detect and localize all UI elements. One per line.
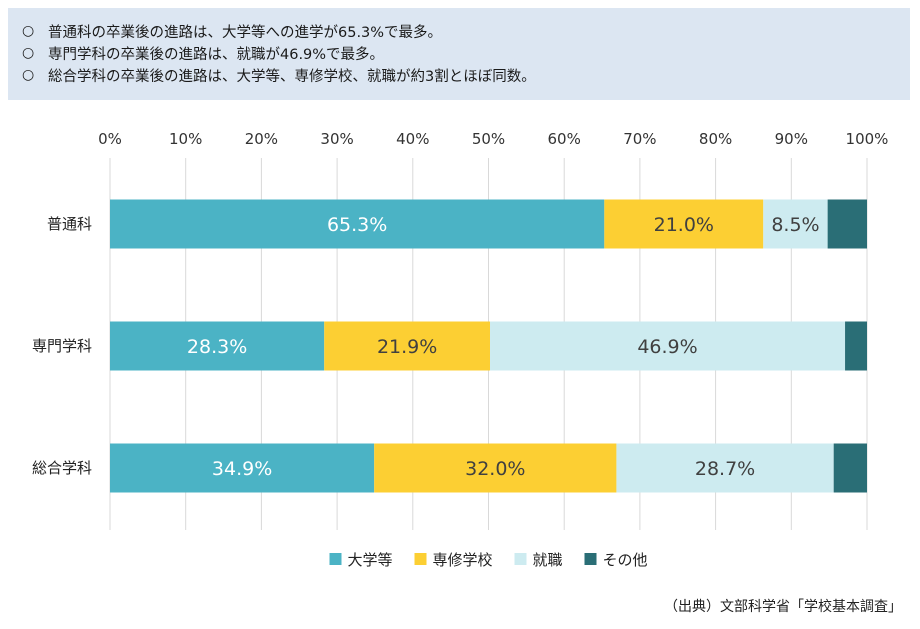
- data-label: 46.9%: [637, 336, 697, 358]
- data-label: 21.0%: [654, 214, 714, 236]
- bullet-circle-icon: ○: [22, 67, 35, 83]
- category-label: 総合学科: [32, 459, 92, 477]
- bar-segment: [827, 199, 867, 249]
- data-label: 28.3%: [187, 336, 247, 358]
- bar-segment: [845, 321, 867, 371]
- x-tick-label: 0%: [98, 130, 122, 148]
- legend-label: その他: [603, 551, 648, 569]
- summary-text: 普通科の卒業後の進路は、大学等への進学が65.3%で最多。: [48, 24, 443, 41]
- data-label: 21.9%: [377, 336, 437, 358]
- bar-segment: [110, 321, 325, 371]
- legend-label: 大学等: [348, 551, 393, 569]
- legend-label: 就職: [533, 551, 563, 569]
- summary-line: ○ 専門学科の卒業後の進路は、就職が46.9%で最多。: [22, 42, 910, 64]
- x-tick-label: 20%: [245, 130, 278, 148]
- bar-segment: [374, 443, 617, 493]
- x-tick-label: 10%: [169, 130, 202, 148]
- source-note: （出典）文部科学省「学校基本調査」: [664, 599, 902, 615]
- bar-segment: [763, 199, 828, 249]
- x-tick-label: 70%: [623, 130, 656, 148]
- bullet-circle-icon: ○: [22, 45, 35, 61]
- legend-swatch: [329, 553, 342, 565]
- summary-line: ○ 普通科の卒業後の進路は、大学等への進学が65.3%で最多。: [22, 20, 910, 42]
- legend-swatch: [584, 553, 597, 565]
- x-tick-label: 90%: [775, 130, 808, 148]
- data-label: 65.3%: [327, 214, 387, 236]
- data-label: 34.9%: [212, 458, 272, 480]
- category-label: 専門学科: [32, 337, 92, 355]
- bar-segment: [604, 199, 764, 249]
- bar-segment: [324, 321, 491, 371]
- x-tick-label: 30%: [320, 130, 353, 148]
- bullet-circle-icon: ○: [22, 23, 35, 39]
- x-tick-label: 80%: [699, 130, 732, 148]
- data-label: 32.0%: [465, 458, 525, 480]
- x-tick-label: 50%: [472, 130, 505, 148]
- bar-segment: [110, 199, 605, 249]
- x-tick-label: 60%: [548, 130, 581, 148]
- legend-swatch: [414, 553, 427, 565]
- legend-label: 専修学校: [433, 551, 493, 569]
- category-label: 普通科: [47, 215, 92, 233]
- legend-swatch: [514, 553, 527, 565]
- summary-line: ○ 総合学科の卒業後の進路は、大学等、専修学校、就職が約3割とほぼ同数。: [22, 64, 910, 86]
- data-label: 8.5%: [771, 214, 819, 236]
- x-tick-label: 40%: [396, 130, 429, 148]
- summary-text: 専門学科の卒業後の進路は、就職が46.9%で最多。: [48, 46, 385, 63]
- x-tick-label: 100%: [846, 130, 889, 148]
- bar-segment: [110, 443, 375, 493]
- summary-text: 総合学科の卒業後の進路は、大学等、専修学校、就職が約3割とほぼ同数。: [48, 68, 536, 85]
- bar-segment: [490, 321, 846, 371]
- bar-segment: [616, 443, 834, 493]
- data-label: 28.7%: [695, 458, 755, 480]
- summary-box: ○ 普通科の卒業後の進路は、大学等への進学が65.3%で最多。 ○ 専門学科の卒…: [8, 8, 910, 100]
- bar-segment: [833, 443, 867, 493]
